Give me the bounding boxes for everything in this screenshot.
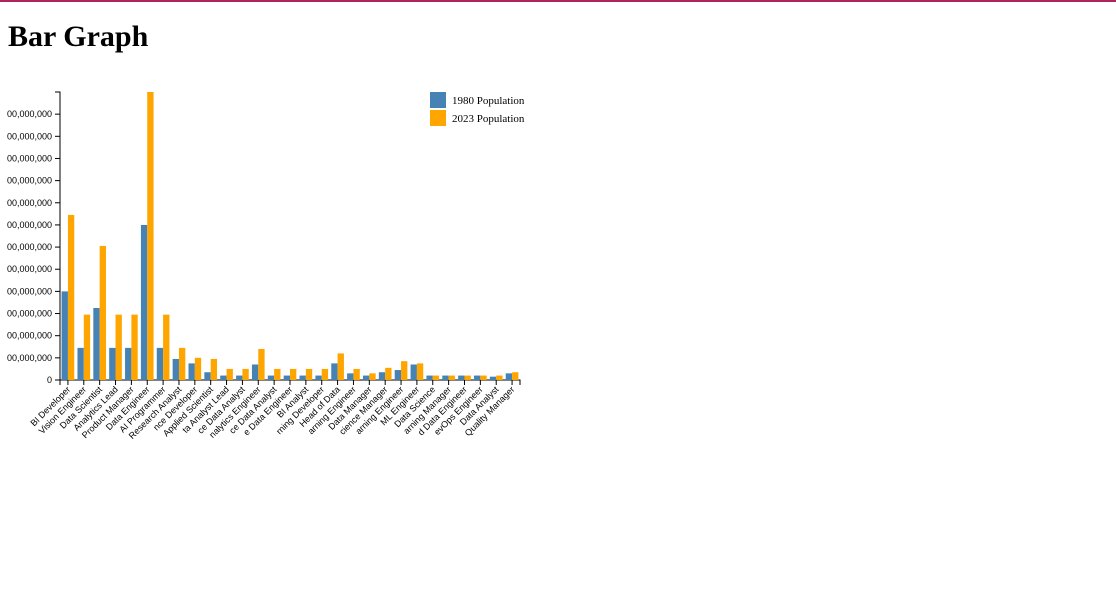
bar-1980-population (93, 308, 100, 380)
bar-1980-population (220, 375, 227, 380)
bar-2023-population (432, 375, 440, 380)
y-tick: 00,000,000 (7, 264, 60, 274)
y-tick-label: 00,000,000 (7, 153, 52, 163)
y-tick: 00,000,000 (7, 286, 60, 296)
bar-1980-population (172, 358, 179, 380)
bar-2023-population (305, 368, 313, 380)
y-axis: 0 00,000,000 00,000,000 00,000,000 00,000,00… (7, 91, 61, 385)
y-tick: 00,000,000 (7, 331, 60, 341)
bar-1980-population (251, 364, 259, 380)
bar-1980-population (204, 372, 211, 380)
y-tick: 00,000,000 (7, 153, 60, 163)
bar-1980-population (236, 375, 243, 380)
legend-item: 2023 Population (430, 110, 525, 126)
y-tick: 00,000,000 (7, 353, 60, 363)
y-tick: 00,000,000 (7, 242, 60, 252)
legend-swatch (430, 110, 446, 126)
bar-chart: 0 00,000,000 00,000,000 00,000,000 00,000,00… (7, 91, 525, 441)
bar-2023-population (290, 368, 297, 380)
legend: 1980 Population 2023 Population (430, 92, 525, 126)
y-tick-label: 00,000,000 (7, 264, 52, 274)
bar-1980-population (109, 347, 116, 380)
bar-2023-population (274, 368, 281, 380)
bar-1980-population (283, 375, 290, 380)
y-tick: 00,000,000 (7, 220, 60, 230)
bar-1980-population (458, 375, 465, 380)
plot-area: 0 00,000,000 00,000,000 00,000,000 00,000,00… (7, 91, 521, 441)
bar-2023-population (321, 368, 329, 380)
bar-1980-population (299, 375, 306, 380)
bars-group (61, 92, 519, 380)
bar-2023-population (401, 361, 408, 380)
bar-1980-population (442, 375, 449, 380)
page-title: Bar Graph (8, 20, 149, 53)
y-axis-line (55, 91, 61, 381)
bar-2023-population (131, 314, 138, 380)
y-tick: 00,000,000 (7, 309, 60, 319)
bar-1980-population (267, 375, 275, 380)
y-tick-label: 00,000,000 (7, 286, 52, 296)
y-tick: 00,000,000 (7, 109, 60, 119)
bar-2023-population (448, 375, 455, 380)
bar-2023-population (353, 368, 360, 380)
y-tick-label: 00,000,000 (7, 309, 52, 319)
legend-item: 1980 Population (430, 92, 525, 108)
legend-label: 1980 Population (452, 95, 525, 107)
bar-2023-population (163, 314, 170, 380)
y-tick-label: 00,000,000 (7, 176, 52, 186)
bar-1980-population (378, 372, 386, 380)
bar-1980-population (61, 291, 68, 380)
bar-1980-population (140, 224, 148, 380)
bar-1980-population (426, 375, 433, 380)
y-tick: 00,000,000 (7, 176, 60, 186)
bar-2023-population (337, 353, 344, 380)
bar-1980-population (489, 376, 497, 380)
bar-2023-population (67, 214, 75, 380)
bar-2023-population (99, 245, 106, 380)
legend-label: 2023 Population (452, 113, 525, 125)
y-tick-label: 00,000,000 (7, 198, 52, 208)
y-tick: 00,000,000 (7, 131, 60, 141)
bar-1980-population (362, 375, 370, 380)
y-tick-label: 0 (47, 375, 52, 385)
bar-2023-population (480, 375, 487, 380)
bar-2023-population (194, 357, 202, 380)
bar-1980-population (394, 370, 402, 380)
bar-1980-population (188, 363, 195, 380)
bar-2023-population (147, 92, 154, 380)
y-tick: 00,000,000 (7, 198, 60, 208)
y-tick-label: 00,000,000 (7, 331, 52, 341)
y-tick: 0 (47, 375, 60, 385)
bar-1980-population (156, 347, 164, 380)
bar-1980-population (505, 373, 513, 380)
bar-2023-population (385, 367, 392, 380)
bar-2023-population (496, 375, 503, 380)
bar-2023-population (226, 368, 233, 380)
y-tick-label: 00,000,000 (7, 109, 52, 119)
y-tick-label: 00,000,000 (7, 353, 52, 363)
bar-1980-population (125, 347, 132, 380)
bar-2023-population (464, 375, 471, 380)
bar-1980-population (315, 375, 322, 380)
bar-1980-population (410, 364, 417, 380)
bar-2023-population (115, 314, 122, 380)
bar-2023-population (512, 372, 519, 380)
top-accent-bar (0, 0, 1116, 2)
bar-2023-population (210, 358, 218, 380)
bar-2023-population (416, 363, 424, 380)
y-tick-label: 00,000,000 (7, 131, 52, 141)
bar-2023-population (83, 314, 91, 380)
bar-2023-population (242, 368, 249, 380)
bar-1980-population (347, 373, 354, 380)
bar-2023-population (369, 373, 376, 380)
bar-2023-population (178, 347, 186, 380)
y-tick-label: 00,000,000 (7, 220, 52, 230)
y-tick-label: 00,000,000 (7, 242, 52, 252)
bar-1980-population (331, 363, 338, 380)
bar-1980-population (77, 347, 84, 380)
bar-2023-population (258, 348, 265, 380)
legend-swatch (430, 92, 446, 108)
bar-1980-population (474, 375, 481, 380)
